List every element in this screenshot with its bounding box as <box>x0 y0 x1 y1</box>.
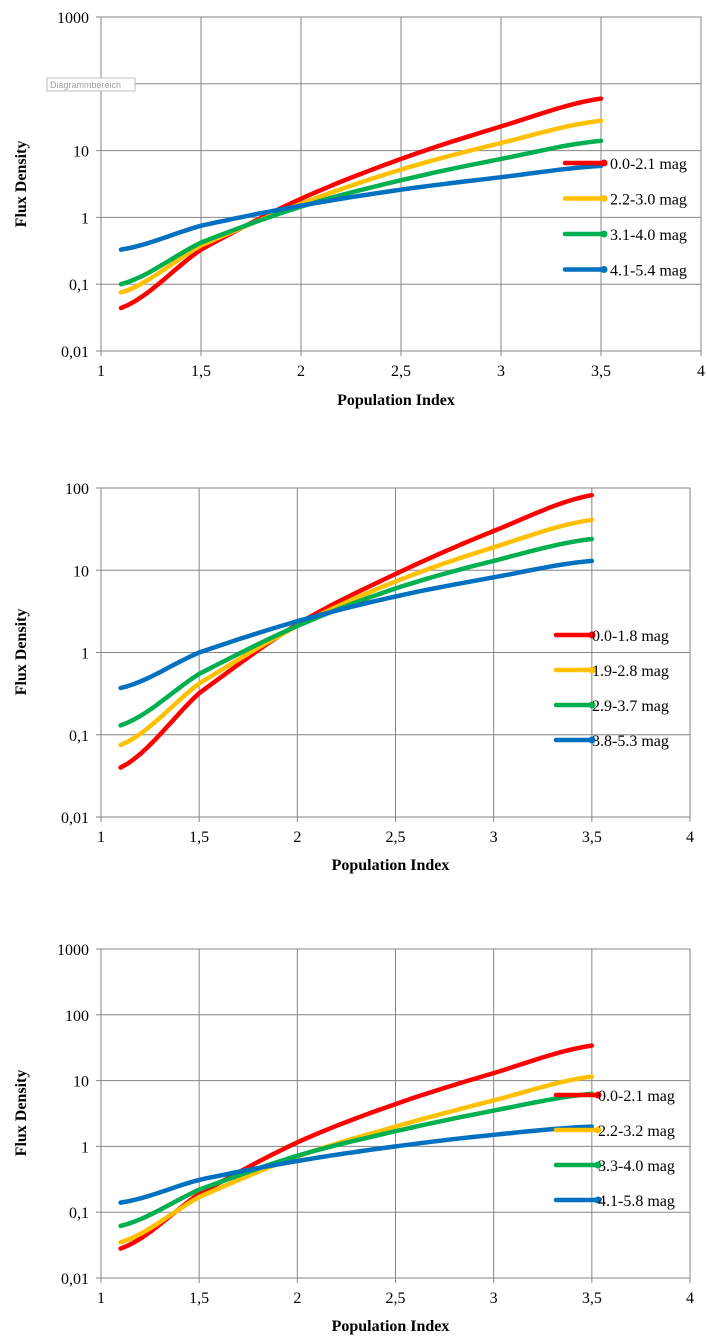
y-tick-label: 1 <box>81 646 89 663</box>
chart-area-tag-text: Diagrammbereich <box>50 80 121 90</box>
y-tick-label: 0,1 <box>69 277 89 294</box>
y-tick-label: 1 <box>81 1139 89 1156</box>
legend-marker <box>588 666 596 674</box>
series-line-1 <box>118 1043 595 1251</box>
legend-marker <box>600 195 608 202</box>
legend-marker <box>600 266 608 273</box>
chart-area-tag: Diagrammbereich <box>46 77 136 92</box>
chart-2: 1 1,5 2 2,5 3 3,5 4 0,01 0,1 1 10 100 Population Ind… <box>13 481 694 874</box>
legend-label: 1.9-2.8 mag <box>592 663 669 680</box>
legend-marker <box>588 631 596 639</box>
x-tick-label: 1,5 <box>191 363 211 380</box>
x-tick-label: 1,5 <box>189 1290 209 1307</box>
series-line-3 <box>118 138 604 287</box>
x-tick-label: 1 <box>97 363 105 380</box>
x-tick-label: 1,5 <box>189 829 209 846</box>
legend-label: 2.2-3.2 mag <box>598 1123 675 1140</box>
x-tick-label: 4 <box>686 1290 694 1307</box>
y-axis-title: Flux Density <box>13 609 30 696</box>
legend-marker <box>594 1161 602 1169</box>
x-tick-label: 2,5 <box>386 1290 406 1307</box>
x-tick-label: 2,5 <box>386 829 406 846</box>
y-tick-label: 10 <box>73 1074 89 1091</box>
series-line-4 <box>118 163 604 252</box>
legend-label: 4.1-5.8 mag <box>598 1193 675 1210</box>
y-tick-label: 1 <box>81 210 89 227</box>
legend-label: 0.0-2.1 mag <box>598 1088 675 1105</box>
x-tick-label: 2,5 <box>391 363 411 380</box>
y-axis-title: Flux Density <box>13 1070 30 1157</box>
series-line-3 <box>118 1091 595 1229</box>
y-axis-title: Flux Density <box>13 141 30 228</box>
x-tick-label: 3,5 <box>582 1290 602 1307</box>
series-line-4 <box>118 1124 595 1205</box>
legend-marker <box>600 230 608 238</box>
x-tick-label: 3,5 <box>591 363 611 380</box>
legend-label: 3.8-5.3 mag <box>592 733 669 750</box>
legend-marker <box>594 1091 602 1099</box>
series-line-4 <box>118 558 595 691</box>
y-tick-label: 1000 <box>57 942 89 959</box>
legend-marker <box>600 159 608 167</box>
series-line-2 <box>118 118 604 295</box>
legend-label: 3.1-4.0 mag <box>610 227 687 244</box>
legend-label: 0.0-2.1 mag <box>610 156 687 173</box>
y-tick-label: 0,1 <box>69 1205 89 1222</box>
y-tick-label: 1000 <box>57 10 89 27</box>
series-line-1 <box>118 492 595 770</box>
x-tick-label: 3 <box>490 829 498 846</box>
legend-marker <box>588 736 596 744</box>
y-tick-label: 10 <box>73 144 89 161</box>
legend-label: 0.0-1.8 mag <box>592 628 669 645</box>
x-tick-label: 1 <box>97 829 105 846</box>
series-line-2 <box>118 517 595 748</box>
y-tick-label: 0,01 <box>61 1271 89 1288</box>
x-tick-label: 4 <box>697 363 705 380</box>
x-tick-label: 3,5 <box>582 829 602 846</box>
x-axis-title: Population Index <box>332 857 450 874</box>
legend-marker <box>594 1126 602 1134</box>
series-line-2 <box>118 1074 595 1245</box>
x-axis-title: Population Index <box>337 392 455 409</box>
x-tick-label: 3 <box>497 363 505 380</box>
chart-1: 11,522,533,540,010,11101001000Population… <box>13 10 705 409</box>
x-tick-label: 2 <box>293 829 301 846</box>
y-tick-label: 100 <box>65 1008 89 1025</box>
legend-label: 3.3-4.0 mag <box>598 1158 675 1175</box>
series-line-1 <box>118 96 604 311</box>
x-tick-label: 4 <box>686 829 694 846</box>
chart-3: 1 1,5 2 2,5 3 3,5 4 0,01 0,1 1 10 100 1000 Population… <box>13 942 694 1335</box>
series-line-3 <box>118 536 595 728</box>
legend-marker <box>594 1196 602 1204</box>
legend-marker <box>588 701 596 709</box>
y-tick-label: 10 <box>73 563 89 580</box>
x-tick-label: 2 <box>297 363 305 380</box>
y-tick-label: 0,01 <box>61 810 89 827</box>
legend-label: 2.2-3.0 mag <box>610 192 687 209</box>
x-tick-label: 1 <box>97 1290 105 1307</box>
y-tick-label: 0,1 <box>69 728 89 745</box>
legend-label: 2.9-3.7 mag <box>592 698 669 715</box>
x-tick-label: 3 <box>490 1290 498 1307</box>
y-tick-label: 0,01 <box>61 344 89 361</box>
x-tick-label: 2 <box>293 1290 301 1307</box>
x-axis-title: Population Index <box>332 1318 450 1335</box>
y-tick-label: 100 <box>65 481 89 498</box>
legend-label: 4.1-5.4 mag <box>610 263 687 280</box>
